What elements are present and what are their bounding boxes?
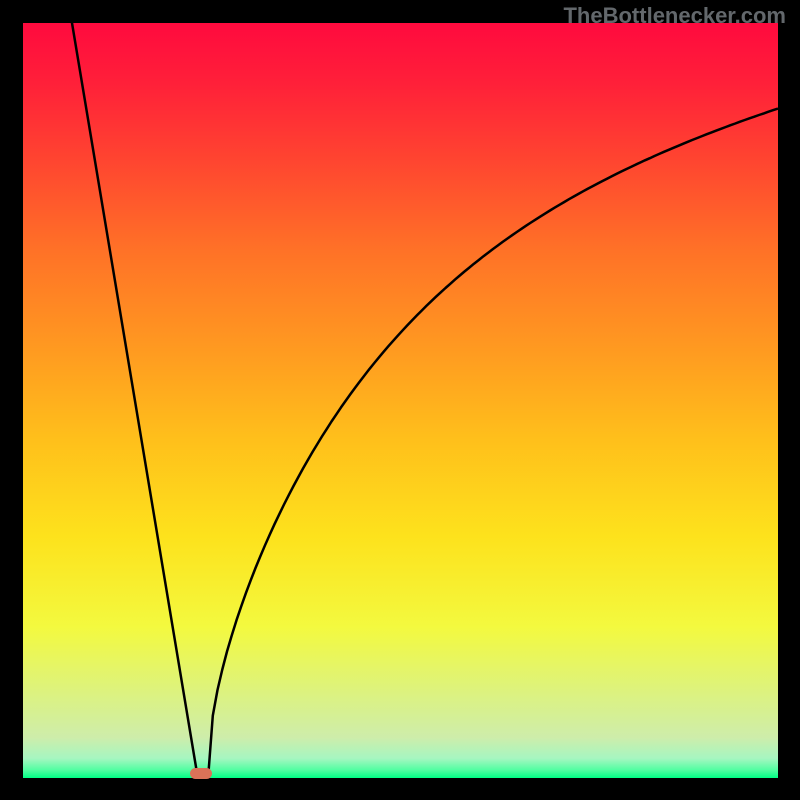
- curve-layer: [0, 0, 800, 800]
- watermark-text: TheBottlenecker.com: [563, 3, 786, 29]
- chart-container: TheBottlenecker.com: [0, 0, 800, 800]
- bottleneck-curve: [71, 17, 778, 779]
- optimal-point-marker: [190, 768, 212, 779]
